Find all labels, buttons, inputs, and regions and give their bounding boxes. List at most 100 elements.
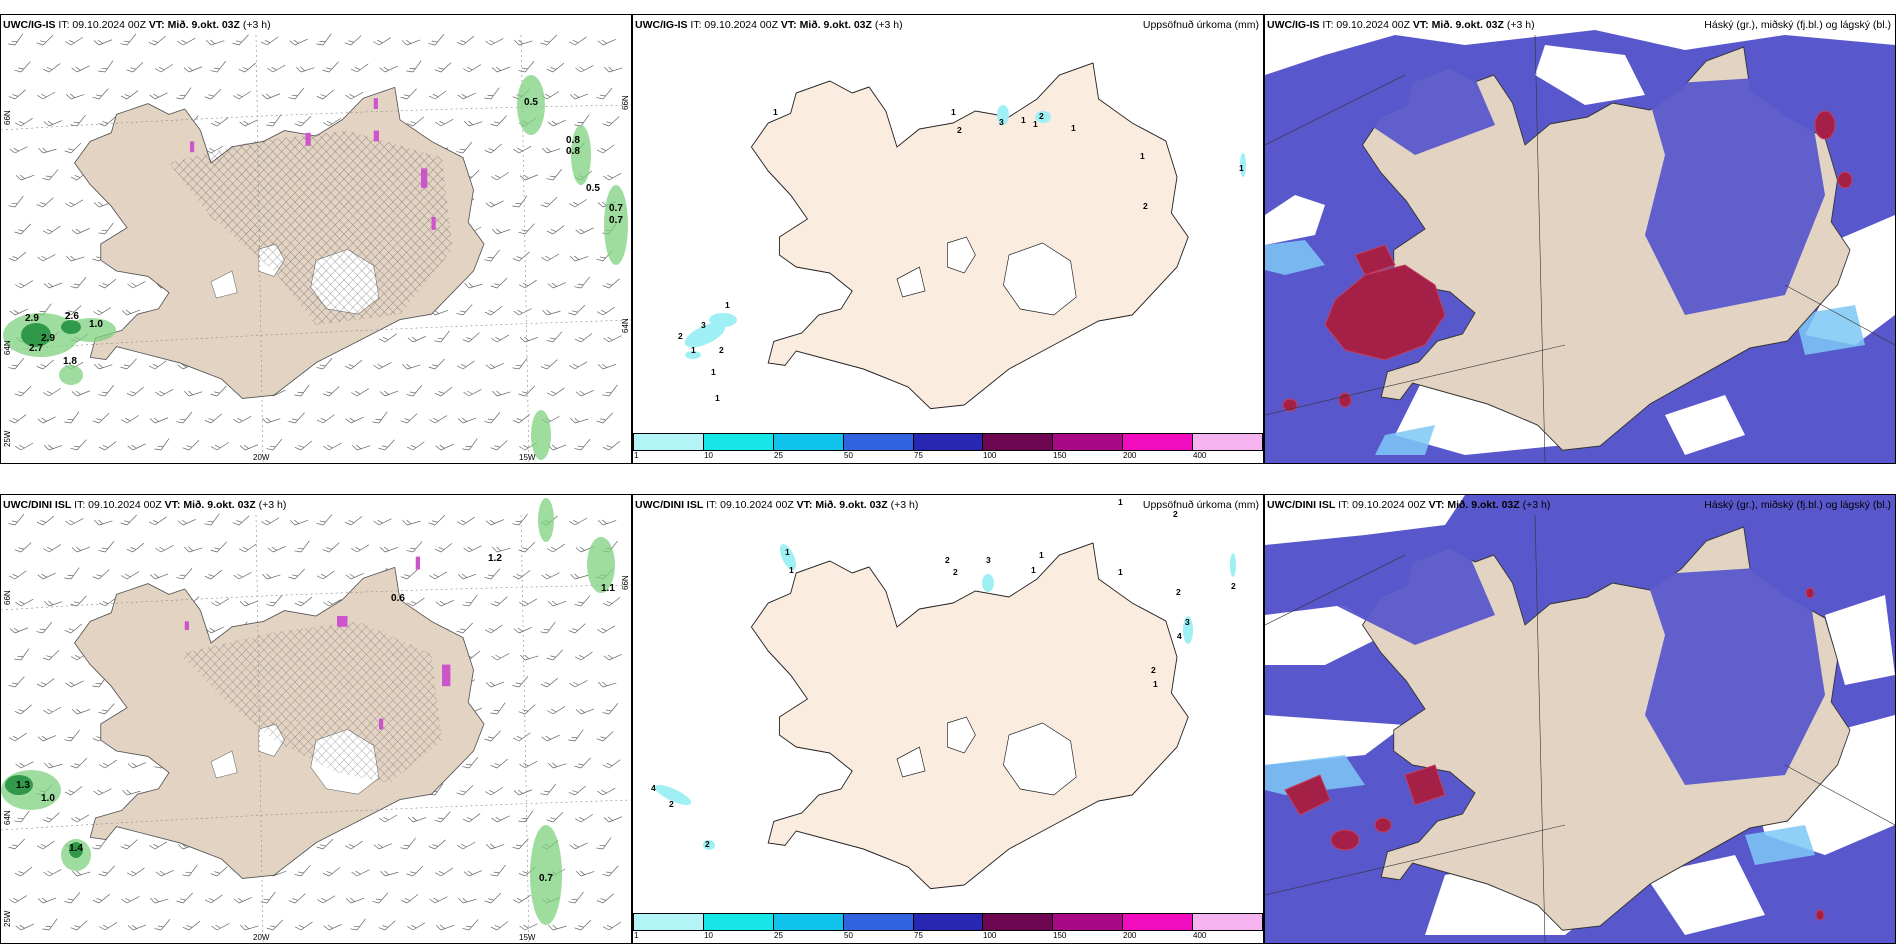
colorbar-segment [1123, 434, 1194, 450]
wind-barb [402, 519, 421, 526]
wind-barb [204, 513, 220, 526]
colorbar-segment [843, 434, 914, 450]
wind-barb [596, 412, 613, 424]
wind-barb [485, 787, 503, 796]
colorbar-label: 400 [1193, 451, 1207, 460]
wind-barb [204, 569, 223, 580]
wind-barb [344, 840, 363, 850]
wind-barb [462, 919, 479, 931]
wind-barb [350, 918, 366, 931]
precip-value: 1 [1021, 115, 1026, 125]
wind-barb [322, 542, 340, 553]
wind-barb [210, 117, 229, 127]
wind-barb [513, 145, 532, 154]
wind-barb [43, 544, 62, 553]
wind-barb [519, 174, 539, 181]
wind-barb [434, 386, 453, 397]
wind-barb [603, 172, 622, 181]
lon-label: 20W [253, 933, 270, 942]
precip-value: 2.7 [29, 343, 43, 354]
wind-barb [463, 870, 483, 877]
wind-barb [546, 225, 565, 235]
wind-barb [570, 417, 589, 424]
hatched-area [169, 130, 453, 325]
wind-barb [98, 222, 114, 235]
wind-barb [574, 439, 591, 451]
wind-barb [512, 570, 531, 580]
wind-barb [484, 87, 500, 100]
wind-barb [14, 810, 30, 823]
wind-barb [540, 783, 557, 796]
colorbar-label: 10 [704, 931, 713, 940]
wind-barb [485, 681, 505, 688]
wind-barb [456, 785, 474, 796]
lon-label: 15W [519, 933, 536, 942]
colorbar-segment [773, 914, 844, 930]
precip-value: 1 [951, 107, 956, 117]
wind-barb [9, 308, 28, 316]
wind-barb [568, 785, 586, 796]
wind-barb [569, 842, 588, 850]
precip-value: 1 [711, 367, 716, 377]
precip-value: 2.9 [25, 313, 39, 324]
precip-value: 0.5 [524, 97, 538, 108]
wind-barb [602, 278, 620, 289]
wind-barb [8, 33, 24, 46]
wind-barb [155, 545, 174, 553]
wind-barb [233, 91, 251, 100]
colorbar-label: 75 [914, 931, 923, 940]
wind-barb [120, 839, 138, 850]
wind-barb [372, 411, 388, 424]
wind-barb [149, 92, 168, 100]
wind-barb [434, 867, 453, 877]
wind-barb [316, 414, 335, 424]
wind-barb [65, 680, 84, 688]
wind-barb [464, 282, 483, 289]
wind-barb [373, 518, 392, 526]
wind-barb [44, 762, 63, 769]
wind-barb [93, 39, 113, 46]
precip-value: 2.6 [65, 311, 79, 322]
precip-value: 1.3 [16, 780, 30, 791]
wind-barb [428, 514, 446, 526]
wind-barb [406, 541, 423, 553]
wind-barb [456, 360, 475, 370]
wind-barb [603, 335, 622, 343]
wind-barb [547, 119, 566, 127]
wind-barb [64, 786, 83, 796]
wind-barb [15, 598, 34, 607]
colorbar-label: 25 [774, 451, 783, 460]
wind-barb [64, 892, 81, 904]
precip-value: 4 [1177, 631, 1182, 641]
cloud-map-dini [1265, 495, 1895, 943]
wind-barb [99, 922, 118, 931]
wind-barb [127, 281, 146, 289]
wind-barb [8, 570, 27, 580]
wind-barb [406, 597, 425, 607]
wind-barb [322, 386, 340, 397]
wind-barb [519, 598, 538, 607]
wind-barb [546, 649, 563, 661]
wind-barb [211, 923, 230, 931]
wind-barb [316, 33, 332, 46]
header-left: UWC/DINI ISL IT: 09.10.2024 00Z VT: Mið.… [3, 499, 287, 511]
wind-barb [294, 440, 312, 451]
wind-barb [127, 762, 147, 769]
lat-label: 66N [3, 590, 12, 605]
wind-barb [463, 545, 482, 553]
wind-barb [491, 172, 509, 181]
wind-barb [260, 36, 279, 46]
wind-barb [512, 195, 528, 208]
wind-barb [155, 64, 173, 73]
wind-barb [43, 282, 63, 289]
colorbar-segment [773, 434, 844, 450]
wind-barb [540, 677, 559, 688]
wind-barb [569, 680, 588, 688]
precip-value: 1 [785, 547, 790, 557]
wind-barb [400, 88, 417, 100]
wind-barb [345, 572, 364, 580]
wind-barb [462, 438, 478, 451]
wind-barb [8, 357, 25, 370]
wind-barb [512, 676, 529, 688]
wind-barb [345, 91, 364, 100]
